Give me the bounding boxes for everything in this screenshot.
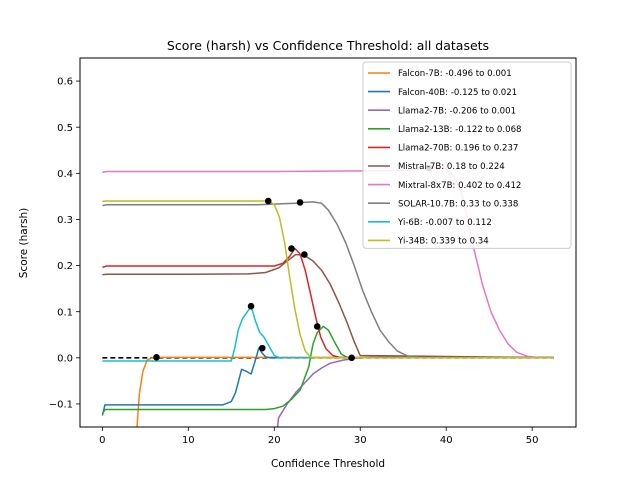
x-tick-label-3: 30 <box>354 435 367 446</box>
legend-label-5: Mistral-7B: 0.18 to 0.224 <box>398 162 505 172</box>
y-tick-label-2: 0.1 <box>57 307 73 318</box>
y-tick-label-7: 0.6 <box>57 77 73 88</box>
x-tick-label-2: 20 <box>268 435 281 446</box>
axis-ticks: 0 10 20 30 40 50 −0.1 0.0 0.1 0.2 0.3 0.4 0.5 0.6 <box>49 77 539 446</box>
x-tick-label-5: 50 <box>526 435 539 446</box>
y-tick-label-0: −0.1 <box>49 400 73 411</box>
y-axis-label: Score (harsh) <box>18 208 30 278</box>
peak-marker-5 <box>301 251 308 258</box>
y-tick-label-3: 0.2 <box>57 261 73 272</box>
peak-marker-4 <box>288 245 295 252</box>
y-tick-label-6: 0.5 <box>57 123 73 134</box>
peak-marker-3 <box>264 197 272 205</box>
legend-label-3: Llama2-13B: -0.122 to 0.068 <box>398 125 522 135</box>
peak-marker-0 <box>153 354 160 361</box>
legend-label-8: Yi-6B: -0.007 to 0.112 <box>397 218 492 228</box>
peak-marker-6 <box>296 199 304 206</box>
legend-label-6: Mixtral-8x7B: 0.402 to 0.412 <box>398 181 521 191</box>
series-line-1 <box>101 347 554 416</box>
peak-marker-7 <box>313 323 321 330</box>
legend-label-9: Yi-34B: 0.339 to 0.34 <box>397 237 489 247</box>
legend-label-2: Llama2-7B: -0.206 to 0.001 <box>398 106 516 116</box>
series-line-8 <box>102 305 554 362</box>
legend-label-1: Falcon-40B: -0.125 to 0.021 <box>398 88 517 98</box>
y-tick-label-5: 0.4 <box>57 169 73 180</box>
y-tick-label-4: 0.3 <box>57 215 73 226</box>
peak-marker-8 <box>348 354 355 362</box>
peak-marker-2 <box>247 302 255 310</box>
x-tick-label-1: 10 <box>182 435 195 446</box>
peak-marker-1 <box>258 344 266 352</box>
x-axis-label: Confidence Threshold <box>271 458 385 470</box>
axes-frame <box>79 57 577 428</box>
x-tick-label-0: 0 <box>99 435 105 446</box>
legend-label-7: SOLAR-10.7B: 0.33 to 0.338 <box>398 199 518 209</box>
x-tick-label-4: 40 <box>440 435 453 446</box>
series-line-3 <box>101 325 554 415</box>
legend-label-0: Falcon-7B: -0.496 to 0.001 <box>398 69 512 79</box>
chart-title: Score (harsh) vs Confidence Threshold: a… <box>167 38 489 53</box>
y-tick-label-1: 0.0 <box>57 353 73 364</box>
legend-label-4: Llama2-70B: 0.196 to 0.237 <box>398 144 518 154</box>
legend-box <box>362 61 572 249</box>
legend: Falcon-7B: -0.496 to 0.001 Falcon-40B: -0… <box>362 61 572 249</box>
series-line-7 <box>102 201 554 359</box>
